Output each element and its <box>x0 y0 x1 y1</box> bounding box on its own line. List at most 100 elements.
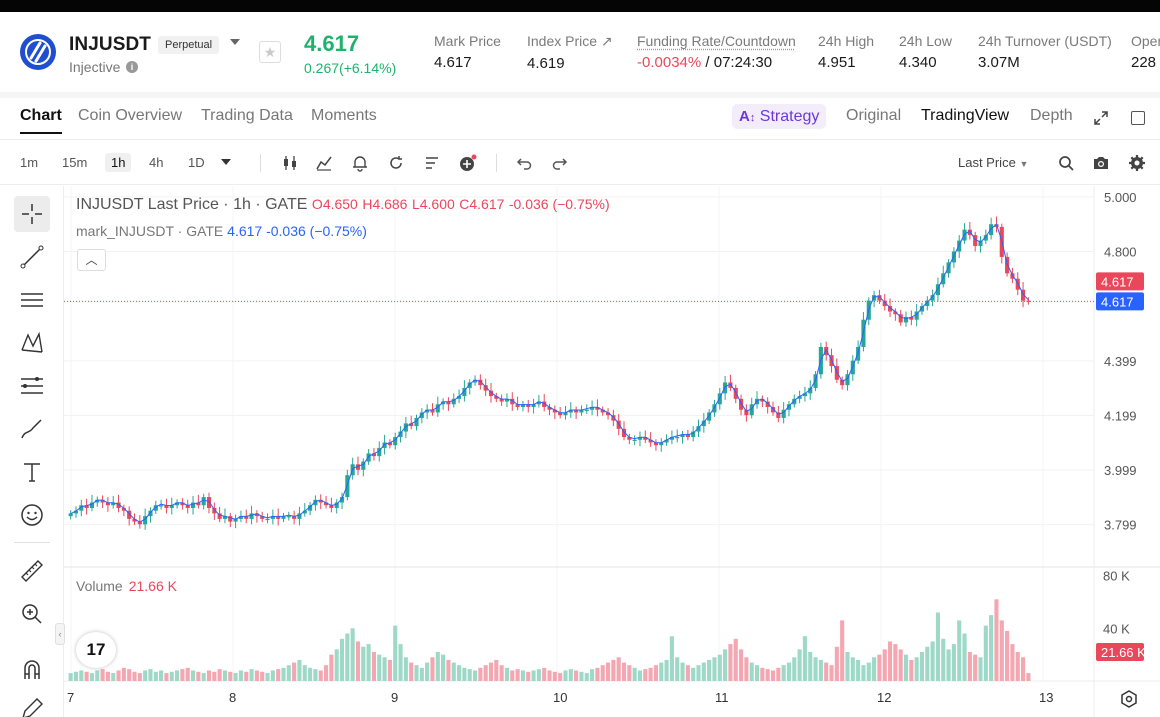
price-chart[interactable]: 5.000 4.800 4.399 4.199 3.999 3.799 80 K 40 K 4.… <box>64 186 1160 717</box>
toolbar-collapse-handle[interactable]: ‹ <box>55 623 65 645</box>
volume-bar <box>403 657 408 681</box>
interval-dropdown-chevron-icon[interactable] <box>221 159 231 165</box>
volume-bar <box>345 633 350 681</box>
symbol-dropdown-chevron-icon[interactable] <box>230 39 240 45</box>
candle-body <box>701 420 706 427</box>
candle-body <box>371 453 377 457</box>
candle-body <box>329 505 334 508</box>
candle-body <box>776 412 781 418</box>
legend-collapse-button[interactable]: ︿ <box>77 249 106 271</box>
tab-chart[interactable]: Chart <box>20 107 62 134</box>
volume-bar <box>574 670 579 681</box>
candle-body <box>148 510 153 517</box>
candle-body <box>462 387 467 397</box>
strategy-button[interactable]: A↕ Strategy <box>732 104 827 129</box>
templates-icon[interactable] <box>423 154 441 172</box>
candle-body <box>707 412 712 421</box>
favorite-star-icon[interactable]: ★ <box>259 41 281 63</box>
volume-bar <box>217 669 222 681</box>
legend-close: 4.617 <box>469 196 505 212</box>
candle-body <box>398 431 403 438</box>
candle-body <box>249 513 254 519</box>
tab-trading-data[interactable]: Trading Data <box>201 107 293 124</box>
volume-bar <box>520 670 525 681</box>
camera-icon[interactable] <box>1092 154 1110 172</box>
tab-coin-overview[interactable]: Coin Overview <box>78 107 183 124</box>
drawing-toolbar <box>0 186 64 717</box>
candle-body <box>957 240 962 252</box>
trend-line-tool-icon[interactable] <box>14 239 50 275</box>
chart-toolbar: 1m 15m 1h 4h 1D Last Price ▼ <box>0 141 1160 185</box>
candle-body <box>989 224 994 236</box>
price-source-select[interactable]: Last Price ▼ <box>958 155 1029 170</box>
volume-bar <box>733 638 738 681</box>
candle-body <box>579 409 584 413</box>
zoom-in-tool-icon[interactable] <box>14 596 50 632</box>
axis-settings-icon[interactable] <box>1120 690 1138 708</box>
volume-bar <box>323 665 329 681</box>
stat-index-price[interactable]: Index Price ↗ 4.619 <box>527 33 613 72</box>
crosshair-tool-icon[interactable] <box>14 196 50 232</box>
volume-bar <box>270 670 275 681</box>
brush-tool-icon[interactable] <box>14 411 50 447</box>
volume-tick-label: 40 K <box>1103 621 1130 636</box>
candle-body <box>526 404 531 408</box>
indicators-icon[interactable] <box>315 154 333 172</box>
ruler-tool-icon[interactable] <box>14 553 50 589</box>
volume-bar <box>770 670 776 681</box>
symbol-name[interactable]: INJUSDT <box>69 34 151 55</box>
replay-icon[interactable] <box>387 154 405 172</box>
expand-icon[interactable] <box>1094 111 1108 125</box>
volume-bar <box>712 657 717 681</box>
interval-4h[interactable]: 4h <box>149 155 164 170</box>
tab-moments[interactable]: Moments <box>311 107 377 124</box>
pencil-tool-icon[interactable] <box>14 691 50 717</box>
pattern-tool-icon[interactable] <box>14 325 50 361</box>
candle-type-icon[interactable] <box>281 154 299 172</box>
search-icon[interactable] <box>1057 154 1075 172</box>
candle-body <box>632 439 637 441</box>
magnet-tool-icon[interactable] <box>14 652 50 688</box>
volume-bar <box>643 669 648 681</box>
gear-icon[interactable] <box>1128 154 1146 172</box>
horizontal-lines-tool-icon[interactable] <box>14 282 50 318</box>
info-icon[interactable]: i <box>126 61 138 73</box>
volume-bar <box>425 662 430 681</box>
volume-bar <box>744 657 749 681</box>
stat-24h-low: 24h Low 4.340 <box>899 33 952 71</box>
add-indicator-icon[interactable] <box>459 154 477 172</box>
interval-1h[interactable]: 1h <box>105 153 132 172</box>
view-tab-original[interactable]: Original <box>846 107 902 124</box>
stat-label: Funding Rate/Countdown <box>637 33 796 49</box>
volume-bar <box>366 644 371 681</box>
fibonacci-tool-icon[interactable] <box>14 368 50 404</box>
view-tab-tradingview[interactable]: TradingView <box>921 107 1010 124</box>
volume-bar <box>292 662 297 681</box>
window-square-icon[interactable] <box>1131 111 1145 125</box>
candle-body <box>536 401 541 405</box>
candle-body <box>611 415 616 421</box>
redo-icon[interactable] <box>551 154 569 172</box>
volume-bar <box>206 670 212 681</box>
candle-body <box>419 412 424 418</box>
volume-bar <box>840 620 845 681</box>
interval-15m[interactable]: 15m <box>62 155 88 170</box>
emoji-tool-icon[interactable] <box>14 497 50 533</box>
volume-bar <box>446 659 451 681</box>
volume-bar <box>430 657 435 681</box>
undo-icon[interactable] <box>515 154 533 172</box>
volume-bar <box>584 673 589 681</box>
candle-body <box>286 516 291 518</box>
alert-icon[interactable] <box>351 154 369 172</box>
text-tool-icon[interactable] <box>14 454 50 490</box>
volume-bar <box>169 671 174 681</box>
tradingview-logo[interactable]: 17 <box>76 632 116 668</box>
view-tab-depth[interactable]: Depth <box>1030 107 1073 124</box>
interval-1m[interactable]: 1m <box>20 155 39 170</box>
volume-bar <box>393 625 398 681</box>
candle-body <box>233 518 238 522</box>
time-axis-label: 12 <box>877 690 891 705</box>
volume-bar <box>930 641 935 681</box>
candle-body <box>712 404 717 413</box>
interval-1d[interactable]: 1D <box>188 155 205 170</box>
